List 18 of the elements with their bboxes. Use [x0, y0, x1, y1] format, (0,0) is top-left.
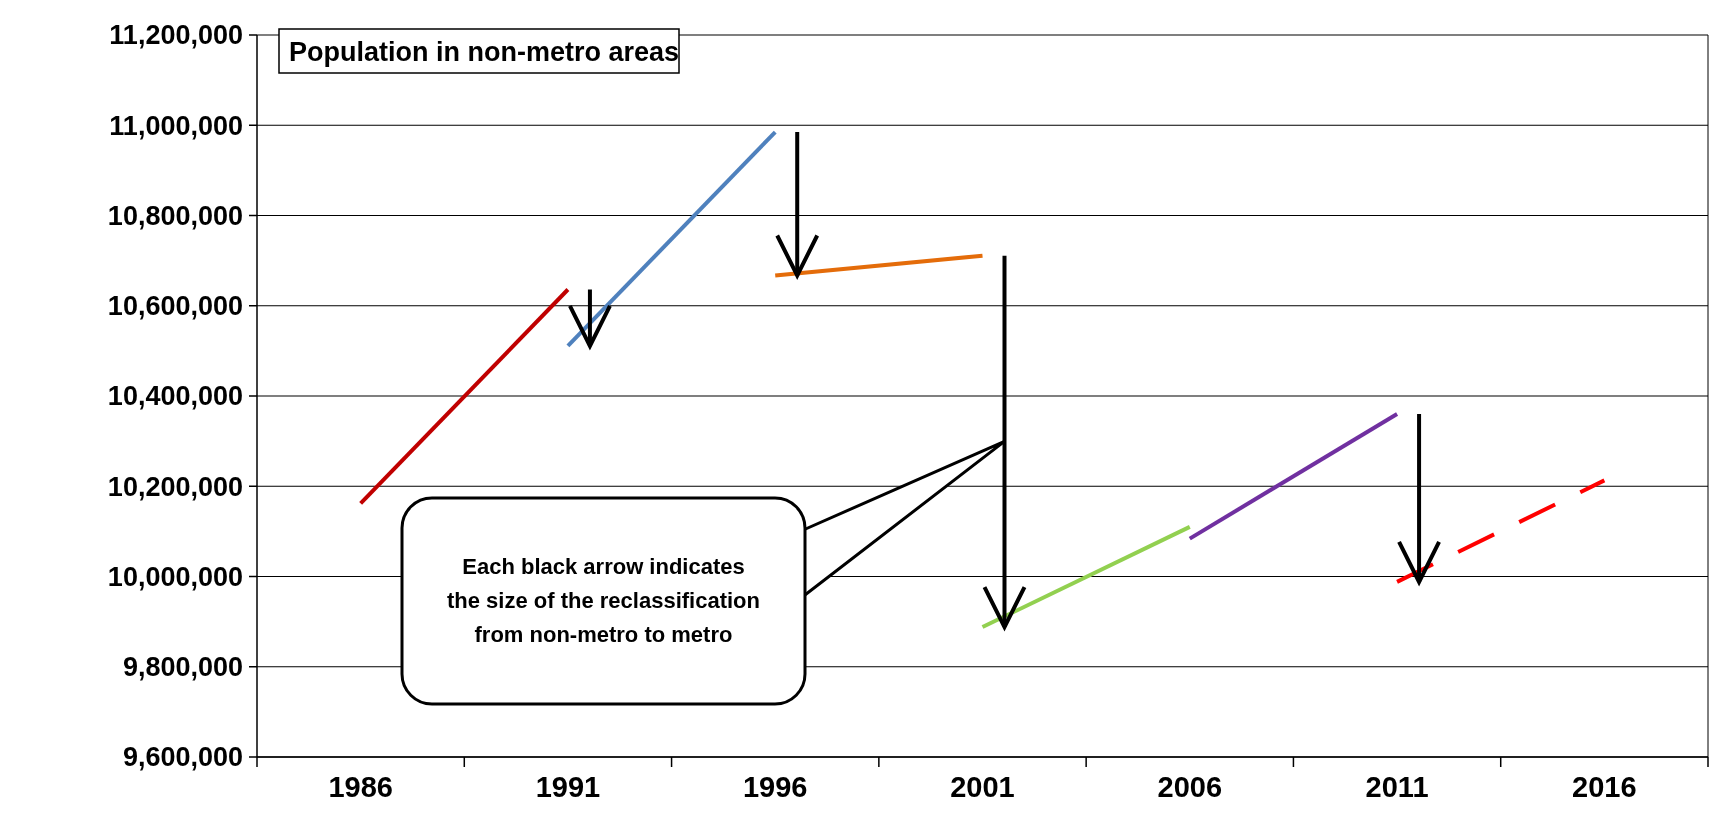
- x-tick-label: 1991: [535, 771, 601, 803]
- y-tick-label: 10,400,000: [107, 381, 243, 412]
- x-tick-label: 2001: [950, 771, 1015, 803]
- x-tick-label: 1986: [328, 771, 393, 803]
- y-tick-label: 9,600,000: [122, 742, 243, 773]
- x-tick-label: 2016: [1572, 771, 1637, 803]
- y-tick-label: 10,000,000: [107, 561, 243, 592]
- y-tick-label: 11,000,000: [109, 110, 243, 141]
- x-tick-label: 2011: [1365, 771, 1429, 803]
- y-tick-label: 10,200,000: [107, 471, 243, 502]
- x-tick-label: 2006: [1157, 771, 1223, 803]
- x-tick-label: 1996: [742, 771, 808, 803]
- y-tick-label: 9,800,000: [122, 652, 243, 683]
- y-tick-label: 10,600,000: [107, 291, 243, 322]
- y-tick-label: 10,800,000: [107, 200, 243, 231]
- annotation: Each black arrow indicates the size of the reclassification from non-metro to metro: [447, 553, 760, 649]
- chart-title: Population in non-metro areas: [289, 37, 680, 67]
- y-tick-label: 11,200,000: [109, 20, 243, 51]
